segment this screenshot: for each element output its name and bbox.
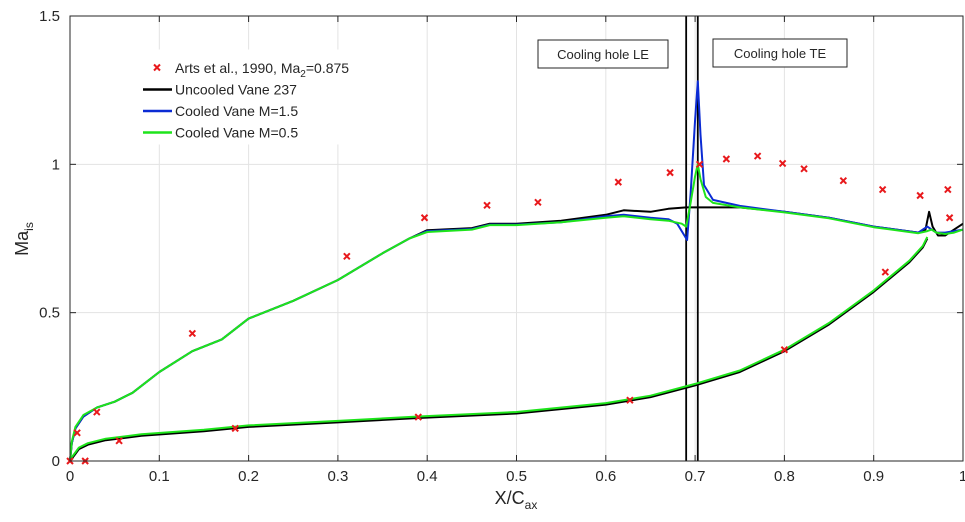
x-tick-label: 0.1 (149, 468, 170, 485)
pressure-side-line-green (69, 236, 929, 461)
data-point (115, 437, 123, 445)
data-point (881, 268, 890, 276)
data-point (722, 155, 731, 163)
legend-marker (153, 63, 161, 72)
legend-entry: Cooled Vane M=0.5 (143, 125, 298, 141)
y-axis-label-sub: is (22, 222, 36, 231)
series-line (69, 163, 964, 462)
x-tick-label: 0.9 (863, 468, 884, 485)
data-point (695, 160, 704, 169)
data-point (420, 214, 429, 222)
data-point (944, 185, 952, 194)
legend-label: Uncooled Vane 237 (175, 82, 297, 98)
x-tick-label: 0.7 (685, 468, 706, 485)
annotation-text: Cooling hole LE (557, 47, 649, 62)
data-point (93, 408, 101, 416)
data-point (483, 201, 491, 209)
legend-entry: Cooled Vane M=1.5 (143, 103, 298, 119)
x-tick-label: 1 (959, 468, 965, 485)
data-point (626, 396, 634, 404)
x-axis-label: X/Cax (495, 488, 538, 512)
data-point (778, 159, 787, 168)
y-tick-label: 0.5 (39, 305, 60, 322)
x-axis-label-sub: ax (525, 498, 538, 512)
data-point (614, 178, 623, 186)
axis-ticks: 0 0.1 0.2 0.3 0.4 0.5 0.6 0.7 0.8 0.9 1 0 0.5 1 1.5 (39, 8, 965, 485)
x-tick-label: 0.2 (238, 468, 259, 485)
data-point (780, 346, 789, 354)
data-point (343, 252, 351, 261)
series-lines (69, 80, 964, 462)
y-tick-label: 1.5 (39, 8, 60, 25)
data-point (414, 413, 422, 421)
data-point (188, 329, 197, 338)
legend-box (137, 49, 357, 145)
pressure-side-line (69, 238, 929, 462)
y-axis-label: Mais (12, 222, 36, 256)
x-tick-label: 0.6 (595, 468, 616, 485)
annotations: Cooling hole LE Cooling hole TE (537, 38, 848, 69)
x-tick-label: 0.5 (506, 468, 527, 485)
annotation-box: Cooling hole LE (537, 39, 669, 69)
data-point (231, 424, 239, 433)
data-point (534, 198, 542, 207)
data-point (945, 214, 954, 222)
legend-label: Arts et al., 1990, Ma2=0.875 (175, 60, 349, 80)
legend-label: Cooled Vane M=0.5 (175, 125, 298, 141)
y-tick-label: 1 (52, 156, 60, 173)
x-tick-label: 0.8 (774, 468, 795, 485)
data-point (753, 152, 762, 160)
legend-label: Cooled Vane M=1.5 (175, 103, 298, 119)
y-axis-label-main: Ma (12, 230, 32, 256)
legend: Arts et al., 1990, Ma2=0.875 Uncooled Van… (137, 49, 357, 145)
experimental-markers (66, 152, 954, 465)
annotation-text: Cooling hole TE (734, 46, 827, 61)
data-point (666, 168, 674, 177)
y-tick-label: 0 (52, 453, 60, 470)
data-point (916, 191, 924, 200)
x-axis-label-main: X/C (495, 488, 525, 508)
data-point (800, 165, 808, 173)
data-point (839, 176, 848, 185)
x-tick-label: 0 (66, 468, 74, 485)
legend-entry: Arts et al., 1990, Ma2=0.875 (153, 60, 349, 80)
legend-entry: Uncooled Vane 237 (143, 82, 297, 98)
x-tick-label: 0.3 (327, 468, 348, 485)
x-tick-label: 0.4 (417, 468, 438, 485)
annotation-box: Cooling hole TE (712, 38, 848, 68)
data-point (878, 185, 887, 194)
data-point (73, 429, 81, 437)
